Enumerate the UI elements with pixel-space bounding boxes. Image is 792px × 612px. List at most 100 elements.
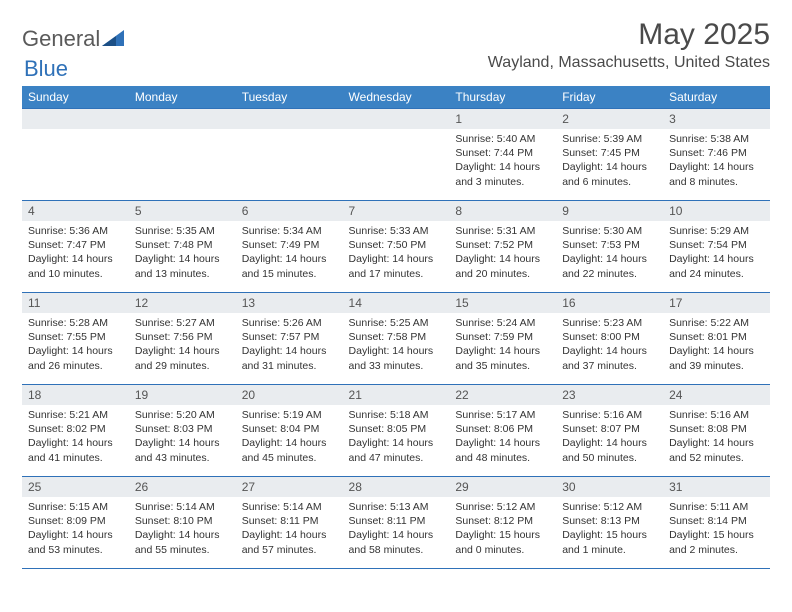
day-details: Sunrise: 5:13 AMSunset: 8:11 PMDaylight:…	[343, 497, 450, 561]
day-details: Sunrise: 5:30 AMSunset: 7:53 PMDaylight:…	[556, 221, 663, 285]
calendar-cell: 26Sunrise: 5:14 AMSunset: 8:10 PMDayligh…	[129, 477, 236, 569]
brand-word-1: General	[22, 26, 100, 52]
day-header: Saturday	[663, 86, 770, 109]
calendar-cell: 9Sunrise: 5:30 AMSunset: 7:53 PMDaylight…	[556, 201, 663, 293]
calendar-week-row: 11Sunrise: 5:28 AMSunset: 7:55 PMDayligh…	[22, 293, 770, 385]
day-details: Sunrise: 5:17 AMSunset: 8:06 PMDaylight:…	[449, 405, 556, 469]
day-number: 12	[129, 293, 236, 313]
day-details	[343, 129, 450, 189]
day-number: 14	[343, 293, 450, 313]
day-details: Sunrise: 5:39 AMSunset: 7:45 PMDaylight:…	[556, 129, 663, 193]
calendar-cell: 27Sunrise: 5:14 AMSunset: 8:11 PMDayligh…	[236, 477, 343, 569]
day-number	[22, 109, 129, 129]
calendar-cell: 31Sunrise: 5:11 AMSunset: 8:14 PMDayligh…	[663, 477, 770, 569]
calendar-cell: 25Sunrise: 5:15 AMSunset: 8:09 PMDayligh…	[22, 477, 129, 569]
day-number: 2	[556, 109, 663, 129]
calendar-cell: 2Sunrise: 5:39 AMSunset: 7:45 PMDaylight…	[556, 109, 663, 201]
day-number: 20	[236, 385, 343, 405]
day-header: Tuesday	[236, 86, 343, 109]
day-details: Sunrise: 5:23 AMSunset: 8:00 PMDaylight:…	[556, 313, 663, 377]
calendar-week-row: 1Sunrise: 5:40 AMSunset: 7:44 PMDaylight…	[22, 109, 770, 201]
day-details: Sunrise: 5:22 AMSunset: 8:01 PMDaylight:…	[663, 313, 770, 377]
day-details: Sunrise: 5:33 AMSunset: 7:50 PMDaylight:…	[343, 221, 450, 285]
brand-logo: General	[22, 18, 126, 52]
day-number: 5	[129, 201, 236, 221]
calendar-cell: 3Sunrise: 5:38 AMSunset: 7:46 PMDaylight…	[663, 109, 770, 201]
day-header: Thursday	[449, 86, 556, 109]
calendar-header-row: SundayMondayTuesdayWednesdayThursdayFrid…	[22, 86, 770, 109]
calendar-cell: 21Sunrise: 5:18 AMSunset: 8:05 PMDayligh…	[343, 385, 450, 477]
day-details: Sunrise: 5:27 AMSunset: 7:56 PMDaylight:…	[129, 313, 236, 377]
day-details: Sunrise: 5:12 AMSunset: 8:12 PMDaylight:…	[449, 497, 556, 561]
location-text: Wayland, Massachusetts, United States	[488, 54, 770, 72]
day-number: 25	[22, 477, 129, 497]
day-number: 15	[449, 293, 556, 313]
calendar-cell: 24Sunrise: 5:16 AMSunset: 8:08 PMDayligh…	[663, 385, 770, 477]
brand-word-2: Blue	[24, 56, 68, 81]
day-details: Sunrise: 5:14 AMSunset: 8:10 PMDaylight:…	[129, 497, 236, 561]
day-details	[22, 129, 129, 189]
calendar-week-row: 25Sunrise: 5:15 AMSunset: 8:09 PMDayligh…	[22, 477, 770, 569]
day-details: Sunrise: 5:21 AMSunset: 8:02 PMDaylight:…	[22, 405, 129, 469]
day-number: 29	[449, 477, 556, 497]
day-number: 19	[129, 385, 236, 405]
calendar-cell: 1Sunrise: 5:40 AMSunset: 7:44 PMDaylight…	[449, 109, 556, 201]
day-number: 4	[22, 201, 129, 221]
day-number: 10	[663, 201, 770, 221]
day-details: Sunrise: 5:36 AMSunset: 7:47 PMDaylight:…	[22, 221, 129, 285]
day-details: Sunrise: 5:16 AMSunset: 8:08 PMDaylight:…	[663, 405, 770, 469]
calendar-body: 1Sunrise: 5:40 AMSunset: 7:44 PMDaylight…	[22, 109, 770, 569]
day-number: 9	[556, 201, 663, 221]
day-number	[343, 109, 450, 129]
day-number: 6	[236, 201, 343, 221]
calendar-cell: 30Sunrise: 5:12 AMSunset: 8:13 PMDayligh…	[556, 477, 663, 569]
calendar-cell: 4Sunrise: 5:36 AMSunset: 7:47 PMDaylight…	[22, 201, 129, 293]
calendar-week-row: 4Sunrise: 5:36 AMSunset: 7:47 PMDaylight…	[22, 201, 770, 293]
calendar-cell: 5Sunrise: 5:35 AMSunset: 7:48 PMDaylight…	[129, 201, 236, 293]
day-number: 16	[556, 293, 663, 313]
day-number: 7	[343, 201, 450, 221]
day-number: 13	[236, 293, 343, 313]
day-details: Sunrise: 5:34 AMSunset: 7:49 PMDaylight:…	[236, 221, 343, 285]
calendar-cell: 13Sunrise: 5:26 AMSunset: 7:57 PMDayligh…	[236, 293, 343, 385]
title-block: May 2025 Wayland, Massachusetts, United …	[488, 18, 770, 72]
day-details: Sunrise: 5:15 AMSunset: 8:09 PMDaylight:…	[22, 497, 129, 561]
day-number: 11	[22, 293, 129, 313]
day-number: 21	[343, 385, 450, 405]
day-number: 22	[449, 385, 556, 405]
day-number: 26	[129, 477, 236, 497]
calendar-cell: 17Sunrise: 5:22 AMSunset: 8:01 PMDayligh…	[663, 293, 770, 385]
day-number: 31	[663, 477, 770, 497]
logo-triangle-icon	[102, 30, 124, 48]
calendar-cell: 15Sunrise: 5:24 AMSunset: 7:59 PMDayligh…	[449, 293, 556, 385]
calendar-cell: 23Sunrise: 5:16 AMSunset: 8:07 PMDayligh…	[556, 385, 663, 477]
calendar-cell: 16Sunrise: 5:23 AMSunset: 8:00 PMDayligh…	[556, 293, 663, 385]
day-details: Sunrise: 5:26 AMSunset: 7:57 PMDaylight:…	[236, 313, 343, 377]
day-details: Sunrise: 5:35 AMSunset: 7:48 PMDaylight:…	[129, 221, 236, 285]
day-details	[236, 129, 343, 189]
calendar-cell: 18Sunrise: 5:21 AMSunset: 8:02 PMDayligh…	[22, 385, 129, 477]
day-number: 18	[22, 385, 129, 405]
calendar-cell: 20Sunrise: 5:19 AMSunset: 8:04 PMDayligh…	[236, 385, 343, 477]
day-number: 27	[236, 477, 343, 497]
day-details: Sunrise: 5:29 AMSunset: 7:54 PMDaylight:…	[663, 221, 770, 285]
calendar-cell: 22Sunrise: 5:17 AMSunset: 8:06 PMDayligh…	[449, 385, 556, 477]
day-details: Sunrise: 5:38 AMSunset: 7:46 PMDaylight:…	[663, 129, 770, 193]
day-details: Sunrise: 5:16 AMSunset: 8:07 PMDaylight:…	[556, 405, 663, 469]
day-details: Sunrise: 5:25 AMSunset: 7:58 PMDaylight:…	[343, 313, 450, 377]
calendar-week-row: 18Sunrise: 5:21 AMSunset: 8:02 PMDayligh…	[22, 385, 770, 477]
calendar-cell: 14Sunrise: 5:25 AMSunset: 7:58 PMDayligh…	[343, 293, 450, 385]
day-number: 24	[663, 385, 770, 405]
day-details: Sunrise: 5:24 AMSunset: 7:59 PMDaylight:…	[449, 313, 556, 377]
day-number: 28	[343, 477, 450, 497]
day-details: Sunrise: 5:11 AMSunset: 8:14 PMDaylight:…	[663, 497, 770, 561]
day-details: Sunrise: 5:28 AMSunset: 7:55 PMDaylight:…	[22, 313, 129, 377]
calendar-cell: 19Sunrise: 5:20 AMSunset: 8:03 PMDayligh…	[129, 385, 236, 477]
calendar-cell	[236, 109, 343, 201]
calendar-cell	[129, 109, 236, 201]
day-number	[129, 109, 236, 129]
day-number: 17	[663, 293, 770, 313]
day-header: Sunday	[22, 86, 129, 109]
calendar-cell: 7Sunrise: 5:33 AMSunset: 7:50 PMDaylight…	[343, 201, 450, 293]
calendar-cell: 12Sunrise: 5:27 AMSunset: 7:56 PMDayligh…	[129, 293, 236, 385]
